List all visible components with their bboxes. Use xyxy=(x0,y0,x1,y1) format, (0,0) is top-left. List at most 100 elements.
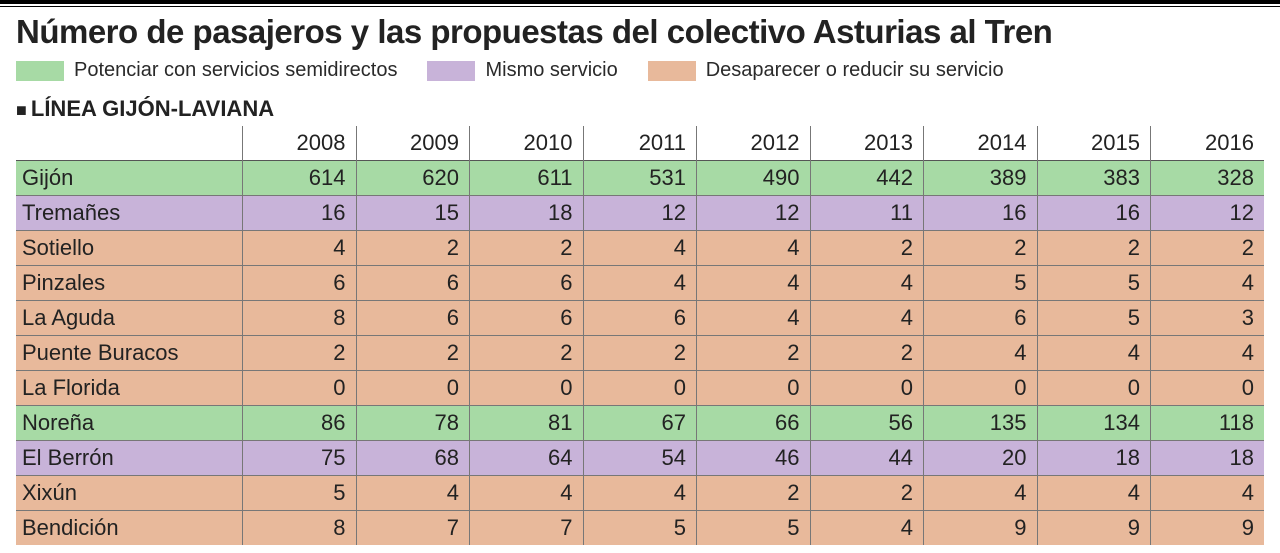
value-cell: 7 xyxy=(470,511,584,546)
legend: Potenciar con servicios semidirectos Mis… xyxy=(16,59,1264,82)
table-row: Puente Buracos222222444 xyxy=(16,336,1264,371)
station-cell: Pinzales xyxy=(16,266,243,301)
legend-swatch-orange xyxy=(648,61,696,81)
line-subtitle: ■LÍNEA GIJÓN-LAVIANA xyxy=(16,96,1264,122)
value-cell: 0 xyxy=(470,371,584,406)
value-cell: 4 xyxy=(810,301,924,336)
header-year: 2008 xyxy=(243,126,357,161)
value-cell: 6 xyxy=(470,301,584,336)
table-row: Noreña867881676656135134118 xyxy=(16,406,1264,441)
value-cell: 20 xyxy=(924,441,1038,476)
table-row: La Aguda866644653 xyxy=(16,301,1264,336)
value-cell: 2 xyxy=(1037,231,1151,266)
header-station xyxy=(16,126,243,161)
value-cell: 16 xyxy=(1037,196,1151,231)
value-cell: 2 xyxy=(470,231,584,266)
value-cell: 4 xyxy=(810,511,924,546)
value-cell: 56 xyxy=(810,406,924,441)
value-cell: 44 xyxy=(810,441,924,476)
value-cell: 9 xyxy=(924,511,1038,546)
value-cell: 135 xyxy=(924,406,1038,441)
value-cell: 4 xyxy=(924,336,1038,371)
value-cell: 4 xyxy=(1151,336,1265,371)
value-cell: 134 xyxy=(1037,406,1151,441)
value-cell: 2 xyxy=(924,231,1038,266)
value-cell: 6 xyxy=(470,266,584,301)
value-cell: 4 xyxy=(583,266,697,301)
value-cell: 4 xyxy=(583,231,697,266)
value-cell: 5 xyxy=(243,476,357,511)
value-cell: 66 xyxy=(697,406,811,441)
value-cell: 81 xyxy=(470,406,584,441)
value-cell: 12 xyxy=(697,196,811,231)
value-cell: 5 xyxy=(1037,301,1151,336)
value-cell: 0 xyxy=(356,371,470,406)
value-cell: 4 xyxy=(1151,476,1265,511)
value-cell: 75 xyxy=(243,441,357,476)
station-cell: Sotiello xyxy=(16,231,243,266)
value-cell: 6 xyxy=(356,301,470,336)
value-cell: 4 xyxy=(810,266,924,301)
value-cell: 2 xyxy=(470,336,584,371)
legend-item-reduce: Desaparecer o reducir su servicio xyxy=(648,59,1004,82)
value-cell: 9 xyxy=(1151,511,1265,546)
table-row: Xixún544422444 xyxy=(16,476,1264,511)
value-cell: 2 xyxy=(810,476,924,511)
value-cell: 8 xyxy=(243,301,357,336)
table-body: Gijón614620611531490442389383328Tremañes… xyxy=(16,161,1264,546)
legend-label: Mismo servicio xyxy=(485,59,617,82)
value-cell: 11 xyxy=(810,196,924,231)
value-cell: 614 xyxy=(243,161,357,196)
content-container: Número de pasajeros y las propuestas del… xyxy=(0,13,1280,553)
value-cell: 2 xyxy=(697,336,811,371)
value-cell: 4 xyxy=(697,301,811,336)
table-row: Bendición877554999 xyxy=(16,511,1264,546)
value-cell: 383 xyxy=(1037,161,1151,196)
value-cell: 68 xyxy=(356,441,470,476)
value-cell: 389 xyxy=(924,161,1038,196)
value-cell: 4 xyxy=(697,231,811,266)
value-cell: 15 xyxy=(356,196,470,231)
station-cell: Puente Buracos xyxy=(16,336,243,371)
value-cell: 18 xyxy=(1037,441,1151,476)
table-row: Pinzales666444554 xyxy=(16,266,1264,301)
value-cell: 6 xyxy=(356,266,470,301)
value-cell: 490 xyxy=(697,161,811,196)
header-year: 2012 xyxy=(697,126,811,161)
table-row: La Florida000000000 xyxy=(16,371,1264,406)
legend-label: Potenciar con servicios semidirectos xyxy=(74,59,397,82)
top-rule xyxy=(0,0,1280,7)
station-cell: Xixún xyxy=(16,476,243,511)
value-cell: 620 xyxy=(356,161,470,196)
value-cell: 2 xyxy=(243,336,357,371)
value-cell: 6 xyxy=(924,301,1038,336)
value-cell: 442 xyxy=(810,161,924,196)
value-cell: 531 xyxy=(583,161,697,196)
value-cell: 9 xyxy=(1037,511,1151,546)
legend-swatch-green xyxy=(16,61,64,81)
header-year: 2014 xyxy=(924,126,1038,161)
square-bullet-icon: ■ xyxy=(16,100,27,120)
value-cell: 0 xyxy=(1037,371,1151,406)
header-year: 2009 xyxy=(356,126,470,161)
value-cell: 6 xyxy=(583,301,697,336)
table-row: Tremañes161518121211161612 xyxy=(16,196,1264,231)
header-year: 2015 xyxy=(1037,126,1151,161)
value-cell: 611 xyxy=(470,161,584,196)
value-cell: 2 xyxy=(583,336,697,371)
value-cell: 5 xyxy=(924,266,1038,301)
value-cell: 4 xyxy=(583,476,697,511)
value-cell: 2 xyxy=(810,336,924,371)
value-cell: 12 xyxy=(583,196,697,231)
table-row: El Berrón756864544644201818 xyxy=(16,441,1264,476)
value-cell: 4 xyxy=(697,266,811,301)
value-cell: 8 xyxy=(243,511,357,546)
value-cell: 0 xyxy=(1151,371,1265,406)
value-cell: 0 xyxy=(583,371,697,406)
value-cell: 2 xyxy=(1151,231,1265,266)
value-cell: 16 xyxy=(924,196,1038,231)
table-header: 2008 2009 2010 2011 2012 2013 2014 2015 … xyxy=(16,126,1264,161)
legend-swatch-purple xyxy=(427,61,475,81)
value-cell: 4 xyxy=(356,476,470,511)
value-cell: 4 xyxy=(243,231,357,266)
